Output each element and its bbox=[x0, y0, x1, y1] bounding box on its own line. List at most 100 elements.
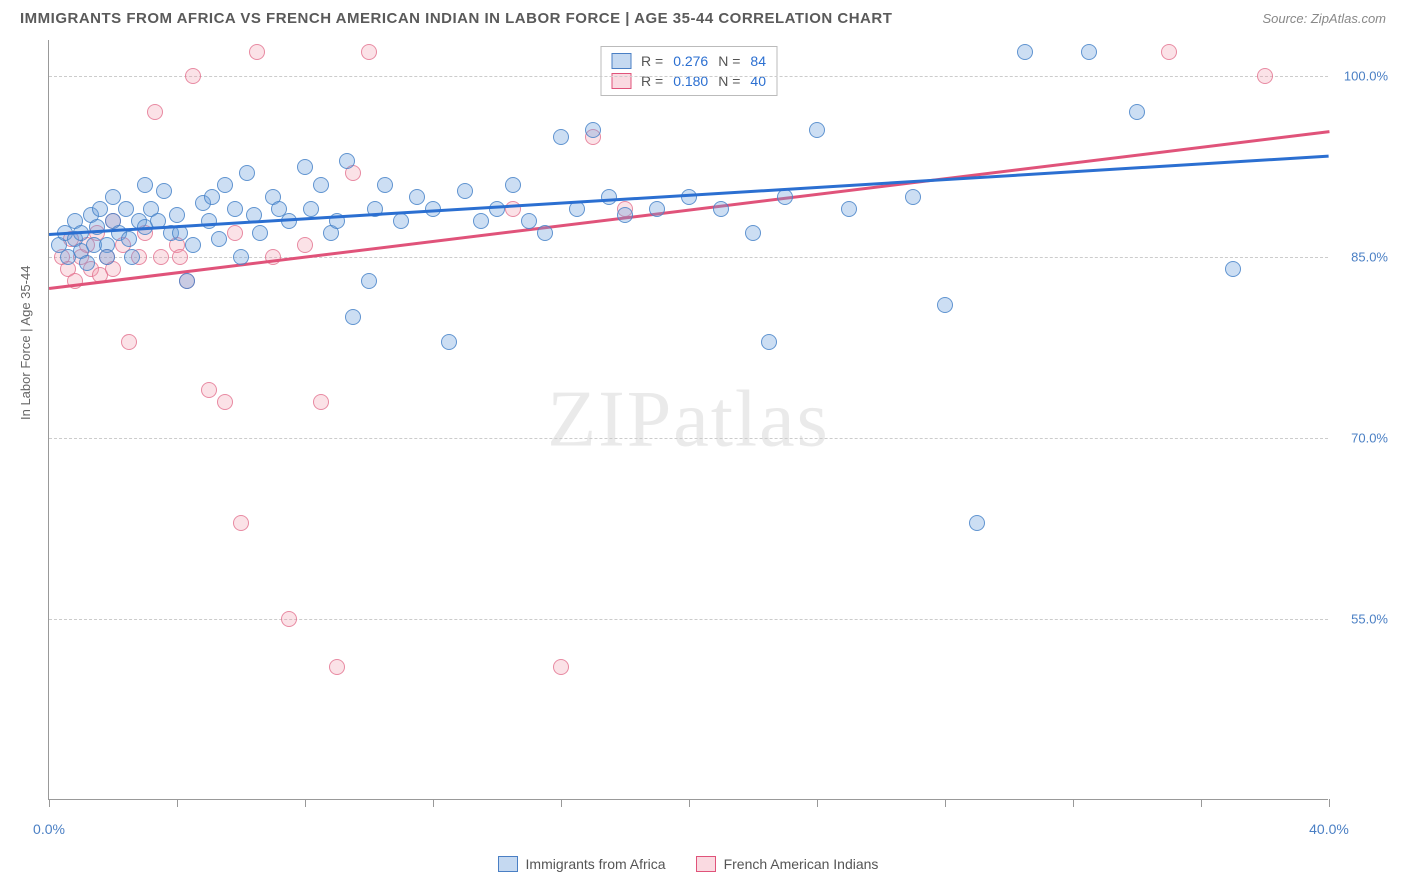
data-point-b bbox=[227, 225, 243, 241]
data-point-a bbox=[201, 213, 217, 229]
legend-item-a: Immigrants from Africa bbox=[498, 856, 666, 872]
data-point-a bbox=[252, 225, 268, 241]
data-point-a bbox=[1129, 104, 1145, 120]
data-point-a bbox=[441, 334, 457, 350]
data-point-a bbox=[124, 249, 140, 265]
data-point-a bbox=[211, 231, 227, 247]
data-point-b bbox=[153, 249, 169, 265]
data-point-a bbox=[156, 183, 172, 199]
y-tick-label: 70.0% bbox=[1351, 431, 1388, 446]
data-point-a bbox=[227, 201, 243, 217]
data-point-a bbox=[313, 177, 329, 193]
data-point-a bbox=[681, 189, 697, 205]
x-tick bbox=[1329, 799, 1330, 807]
data-point-a bbox=[537, 225, 553, 241]
swatch-b-icon bbox=[696, 856, 716, 872]
y-tick-label: 55.0% bbox=[1351, 612, 1388, 627]
gridline-h bbox=[49, 76, 1328, 77]
y-tick-label: 100.0% bbox=[1344, 69, 1388, 84]
data-point-a bbox=[937, 297, 953, 313]
data-point-b bbox=[329, 659, 345, 675]
data-point-a bbox=[521, 213, 537, 229]
series-legend: Immigrants from Africa French American I… bbox=[48, 856, 1328, 872]
data-point-a bbox=[233, 249, 249, 265]
data-point-a bbox=[809, 122, 825, 138]
data-point-a bbox=[649, 201, 665, 217]
watermark: ZIPatlas bbox=[547, 374, 830, 465]
data-point-a bbox=[1017, 44, 1033, 60]
data-point-a bbox=[777, 189, 793, 205]
legend-row-a: R = 0.276 N = 84 bbox=[611, 51, 766, 71]
data-point-a bbox=[79, 255, 95, 271]
x-tick-label: 40.0% bbox=[1309, 821, 1349, 837]
n-label: N = bbox=[718, 53, 740, 69]
data-point-b bbox=[313, 394, 329, 410]
data-point-b bbox=[553, 659, 569, 675]
data-point-a bbox=[179, 273, 195, 289]
data-point-a bbox=[345, 309, 361, 325]
gridline-h bbox=[49, 619, 1328, 620]
data-point-b bbox=[185, 68, 201, 84]
swatch-a-icon bbox=[498, 856, 518, 872]
r-value-a: 0.276 bbox=[673, 53, 708, 69]
x-tick bbox=[49, 799, 50, 807]
data-point-a bbox=[99, 249, 115, 265]
data-point-a bbox=[185, 237, 201, 253]
data-point-b bbox=[217, 394, 233, 410]
data-point-a bbox=[297, 159, 313, 175]
x-tick-label: 0.0% bbox=[33, 821, 65, 837]
data-point-a bbox=[489, 201, 505, 217]
r-label: R = bbox=[641, 53, 663, 69]
gridline-h bbox=[49, 438, 1328, 439]
data-point-b bbox=[201, 382, 217, 398]
data-point-a bbox=[393, 213, 409, 229]
x-tick bbox=[561, 799, 562, 807]
data-point-a bbox=[905, 189, 921, 205]
x-tick bbox=[945, 799, 946, 807]
data-point-b bbox=[297, 237, 313, 253]
data-point-a bbox=[457, 183, 473, 199]
data-point-b bbox=[233, 515, 249, 531]
data-point-a bbox=[339, 153, 355, 169]
data-point-a bbox=[137, 177, 153, 193]
data-point-a bbox=[169, 207, 185, 223]
data-point-a bbox=[713, 201, 729, 217]
data-point-a bbox=[601, 189, 617, 205]
data-point-a bbox=[239, 165, 255, 181]
data-point-a bbox=[1081, 44, 1097, 60]
scatter-chart: ZIPatlas R = 0.276 N = 84 R = 0.180 N = … bbox=[48, 40, 1328, 800]
data-point-b bbox=[121, 334, 137, 350]
data-point-a bbox=[1225, 261, 1241, 277]
data-point-a bbox=[505, 177, 521, 193]
data-point-a bbox=[969, 515, 985, 531]
x-tick bbox=[689, 799, 690, 807]
data-point-a bbox=[745, 225, 761, 241]
x-tick bbox=[305, 799, 306, 807]
x-tick bbox=[177, 799, 178, 807]
data-point-b bbox=[172, 249, 188, 265]
x-tick bbox=[1201, 799, 1202, 807]
data-point-a bbox=[377, 177, 393, 193]
data-point-a bbox=[553, 129, 569, 145]
data-point-a bbox=[92, 201, 108, 217]
data-point-a bbox=[217, 177, 233, 193]
x-tick bbox=[817, 799, 818, 807]
x-tick bbox=[433, 799, 434, 807]
data-point-b bbox=[147, 104, 163, 120]
data-point-a bbox=[105, 189, 121, 205]
chart-title: IMMIGRANTS FROM AFRICA VS FRENCH AMERICA… bbox=[20, 10, 892, 27]
correlation-legend: R = 0.276 N = 84 R = 0.180 N = 40 bbox=[600, 46, 777, 96]
data-point-a bbox=[409, 189, 425, 205]
swatch-a-icon bbox=[611, 53, 631, 69]
legend-row-b: R = 0.180 N = 40 bbox=[611, 71, 766, 91]
data-point-b bbox=[1161, 44, 1177, 60]
legend-item-b: French American Indians bbox=[696, 856, 879, 872]
data-point-b bbox=[249, 44, 265, 60]
data-point-b bbox=[281, 611, 297, 627]
n-value-a: 84 bbox=[750, 53, 766, 69]
legend-label-b: French American Indians bbox=[724, 856, 879, 872]
data-point-a bbox=[361, 273, 377, 289]
y-tick-label: 85.0% bbox=[1351, 250, 1388, 265]
legend-label-a: Immigrants from Africa bbox=[526, 856, 666, 872]
data-point-a bbox=[473, 213, 489, 229]
